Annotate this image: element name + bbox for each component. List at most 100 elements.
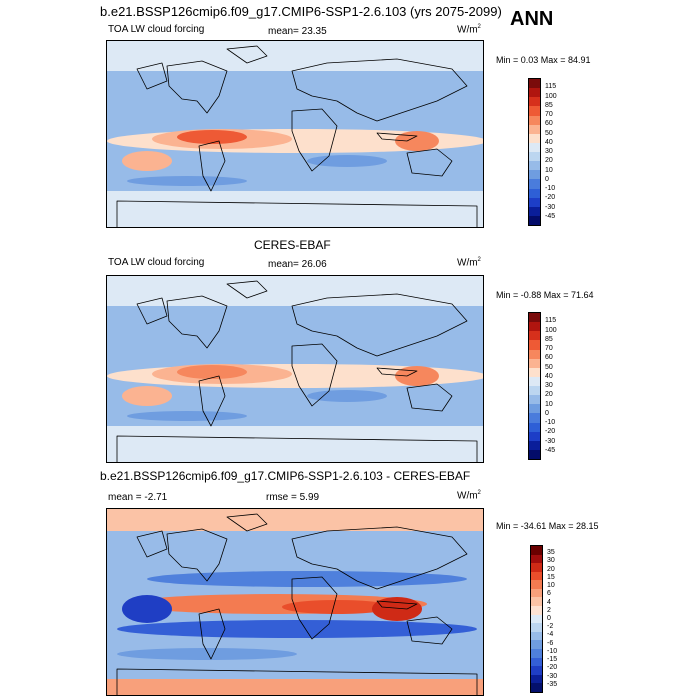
colorbar-tick-label: 30 xyxy=(547,557,555,565)
colorbar-box xyxy=(529,431,540,441)
colorbar-tick-label: 10 xyxy=(545,166,553,174)
colorbar-tick-label: 115 xyxy=(545,317,557,325)
colorbar-box xyxy=(529,322,540,332)
colorbar-obs xyxy=(528,312,541,460)
colorbar-box xyxy=(529,313,540,323)
colorbar-tick-label: -35 xyxy=(547,680,558,688)
colorbar-box xyxy=(531,631,542,641)
colorbar-tick-label: 115 xyxy=(545,83,557,91)
mean-value: 23.35 xyxy=(301,26,327,37)
colorbar-box xyxy=(529,358,540,368)
colorbar-box xyxy=(531,674,542,684)
colorbar-tick-label: 0 xyxy=(547,615,551,622)
colorbar-tick-label: 70 xyxy=(545,111,553,118)
colorbar-box xyxy=(529,340,540,350)
colorbar-box xyxy=(531,683,542,692)
section-title-obs: CERES-EBAF xyxy=(254,238,331,252)
rmse-value: 5.99 xyxy=(299,492,320,503)
colorbar-box xyxy=(529,115,540,125)
season-label: ANN xyxy=(510,8,554,30)
colorbar-box xyxy=(529,422,540,432)
units-label: W/m2 xyxy=(457,257,481,269)
variable-label: TOA LW cloud forcing xyxy=(108,24,205,35)
colorbar-box xyxy=(529,124,540,134)
mean-label: mean = -2.71 xyxy=(108,492,168,503)
colorbar-tick-label: 20 xyxy=(545,157,553,165)
run-title: b.e21.BSSP126cmip6.f09_g17.CMIP6-SSP1-2.… xyxy=(100,4,502,19)
colorbar-tick-label: 10 xyxy=(547,582,555,590)
colorbar-box xyxy=(531,657,542,667)
colorbar-tick-label: -10 xyxy=(545,185,556,192)
units-label: W/m2 xyxy=(457,490,481,502)
colorbar-box xyxy=(529,97,540,107)
colorbar-tick-label: -20 xyxy=(547,664,558,672)
colorbar-tick-label: -30 xyxy=(545,203,556,211)
colorbar-tick-label: 0 xyxy=(545,175,549,183)
variable-label: TOA LW cloud forcing xyxy=(108,257,205,268)
colorbar-box xyxy=(529,395,540,405)
colorbar-tick-label: 10 xyxy=(545,400,553,408)
mean-value: 26.06 xyxy=(301,259,327,270)
colorbar-box xyxy=(529,404,540,414)
colorbar-box xyxy=(529,161,540,171)
minmax-label: Min = -34.61 Max = 28.15 xyxy=(496,521,599,531)
map-panel-diff xyxy=(106,508,484,696)
colorbar-box xyxy=(531,666,542,675)
colorbar-tick-label: 30 xyxy=(545,148,553,155)
colorbar-tick-label: 100 xyxy=(545,92,557,100)
colorbar-box xyxy=(529,376,540,386)
minmax-label: Min = -0.88 Max = 71.64 xyxy=(496,290,594,300)
colorbar-box xyxy=(531,580,542,589)
colorbar-box xyxy=(529,106,540,116)
colorbar-box xyxy=(531,571,542,581)
colorbar-tick-label: 40 xyxy=(545,372,553,380)
colorbar-box xyxy=(531,597,542,607)
colorbar-tick-label: 20 xyxy=(545,391,553,399)
colorbar-box xyxy=(531,606,542,615)
colorbar-box xyxy=(531,614,542,624)
colorbar-box xyxy=(529,349,540,359)
colorbar-box xyxy=(529,449,540,459)
colorbar-box xyxy=(529,215,540,225)
colorbar-box xyxy=(529,367,540,377)
colorbar-tick-label: -20 xyxy=(545,194,556,202)
colorbar-tick-label: 2 xyxy=(547,606,551,614)
colorbar-box xyxy=(529,152,540,162)
colorbar-tick-label: 20 xyxy=(547,565,555,573)
colorbar-tick-label: 60 xyxy=(545,354,553,362)
colorbar-box xyxy=(529,440,540,450)
colorbar-tick-label: 30 xyxy=(545,382,553,389)
colorbar-box xyxy=(529,197,540,207)
mean-label: mean= 26.06 xyxy=(268,259,327,270)
colorbar-box xyxy=(531,588,542,598)
units-label: W/m2 xyxy=(457,24,481,36)
colorbar-box xyxy=(529,88,540,98)
colorbar-tick-label: 85 xyxy=(545,101,553,109)
colorbar-box xyxy=(529,188,540,198)
mean-value: -2.71 xyxy=(144,492,168,503)
colorbar-tick-label: 50 xyxy=(545,363,553,371)
colorbar-tick-label: -30 xyxy=(547,672,558,680)
colorbar-tick-label: -20 xyxy=(545,428,556,436)
colorbar-box xyxy=(531,554,542,564)
colorbar-tick-label: 15 xyxy=(547,573,555,581)
colorbar-tick-label: 60 xyxy=(545,120,553,128)
map-panel-obs xyxy=(106,275,484,463)
colorbar-tick-label: 6 xyxy=(547,590,551,598)
colorbar-box xyxy=(529,170,540,180)
mean-label: mean= 23.35 xyxy=(268,26,327,37)
colorbar-box xyxy=(531,623,542,632)
colorbar-tick-label: -45 xyxy=(545,212,556,220)
colorbar-tick-label: -15 xyxy=(547,656,558,664)
obs-field-map xyxy=(107,276,483,462)
rmse-label: rmse = 5.99 xyxy=(266,492,320,503)
colorbar-box xyxy=(529,79,540,89)
colorbar-model xyxy=(528,78,541,226)
minmax-label: Min = 0.03 Max = 84.91 xyxy=(496,55,591,65)
colorbar-box xyxy=(529,179,540,189)
colorbar-tick-label: -10 xyxy=(547,647,558,655)
colorbar-tick-label: -45 xyxy=(545,446,556,454)
model-field-map xyxy=(107,41,483,227)
colorbar-tick-label: -4 xyxy=(547,631,554,639)
colorbar-box xyxy=(531,640,542,649)
